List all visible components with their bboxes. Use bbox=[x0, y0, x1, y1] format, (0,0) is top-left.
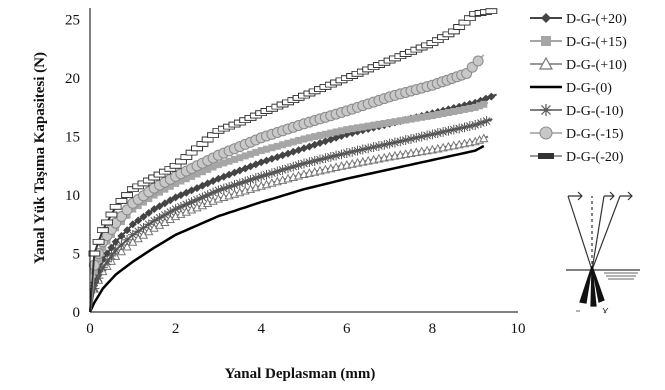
load-arrow-icon bbox=[604, 191, 615, 201]
soil-hatch-icon bbox=[604, 272, 638, 280]
plot-area bbox=[88, 8, 498, 313]
x-axis-title: Yanal Deplasman (mm) bbox=[225, 366, 376, 382]
legend-label: D-G-(+10) bbox=[566, 58, 627, 73]
y-tick-label: 25 bbox=[65, 13, 80, 29]
x-tick-label: 10 bbox=[511, 321, 526, 337]
pile-group-icon bbox=[579, 265, 605, 307]
legend-label: D-G-(0) bbox=[566, 81, 612, 96]
x-tick-label: 6 bbox=[343, 321, 351, 337]
x-tick-label: 0 bbox=[86, 321, 94, 337]
load-direction-line bbox=[591, 195, 605, 271]
legend-label: D-G-(-10) bbox=[566, 104, 624, 119]
legend-label: D-G-(+15) bbox=[566, 35, 627, 50]
diamond-marker-icon bbox=[541, 13, 551, 23]
star-marker-icon bbox=[540, 104, 552, 116]
axes bbox=[89, 8, 518, 313]
pile-tip-mark-icon bbox=[576, 307, 609, 314]
series-line bbox=[89, 100, 489, 313]
series-line bbox=[88, 8, 498, 313]
legend-item: D-G-(+15) bbox=[530, 35, 627, 50]
circle-marker-icon bbox=[539, 126, 553, 140]
legend-item: D-G-(+20) bbox=[530, 12, 627, 27]
x-tick-labels: 0 2 4 6 8 10 bbox=[86, 321, 525, 337]
series-line bbox=[88, 54, 485, 313]
legend-item: D-G-(0) bbox=[530, 81, 612, 96]
load-direction-line bbox=[567, 195, 593, 271]
x-tick-label: 4 bbox=[257, 321, 265, 337]
y-tick-label: 5 bbox=[73, 247, 81, 263]
x-tick-label: 8 bbox=[429, 321, 437, 337]
legend-item: D-G-(+10) bbox=[530, 56, 627, 73]
x-tick-label: 2 bbox=[172, 321, 180, 337]
legend-label: D-G-(-20) bbox=[566, 150, 624, 165]
series-line bbox=[89, 116, 493, 313]
triangle-marker-icon bbox=[538, 56, 554, 70]
y-tick-label: 0 bbox=[73, 305, 81, 321]
y-axis-title: Yanal Yük Taşıma Kapasitesi (N) bbox=[32, 52, 48, 264]
legend: D-G-(+20) D-G-(+15) D-G-(+10) D-G-(0) D-… bbox=[530, 12, 627, 165]
pile-loading-diagram bbox=[566, 191, 640, 314]
load-arrow-icon bbox=[568, 191, 583, 201]
legend-label: D-G-(+20) bbox=[566, 12, 627, 27]
y-tick-label: 15 bbox=[65, 130, 80, 146]
legend-item: D-G-(-20) bbox=[530, 150, 624, 165]
dash-marker-icon bbox=[538, 153, 554, 159]
load-direction-line bbox=[591, 195, 621, 271]
legend-item: D-G-(-15) bbox=[530, 126, 624, 142]
legend-label: D-G-(-15) bbox=[566, 127, 624, 142]
load-arrow-icon bbox=[620, 191, 633, 201]
square-marker-icon bbox=[541, 36, 551, 46]
y-tick-labels: 0 5 10 15 20 25 bbox=[65, 13, 80, 322]
series-line bbox=[88, 144, 485, 313]
legend-item: D-G-(-10) bbox=[530, 104, 624, 119]
y-tick-label: 20 bbox=[65, 71, 80, 87]
y-tick-label: 10 bbox=[65, 188, 80, 204]
